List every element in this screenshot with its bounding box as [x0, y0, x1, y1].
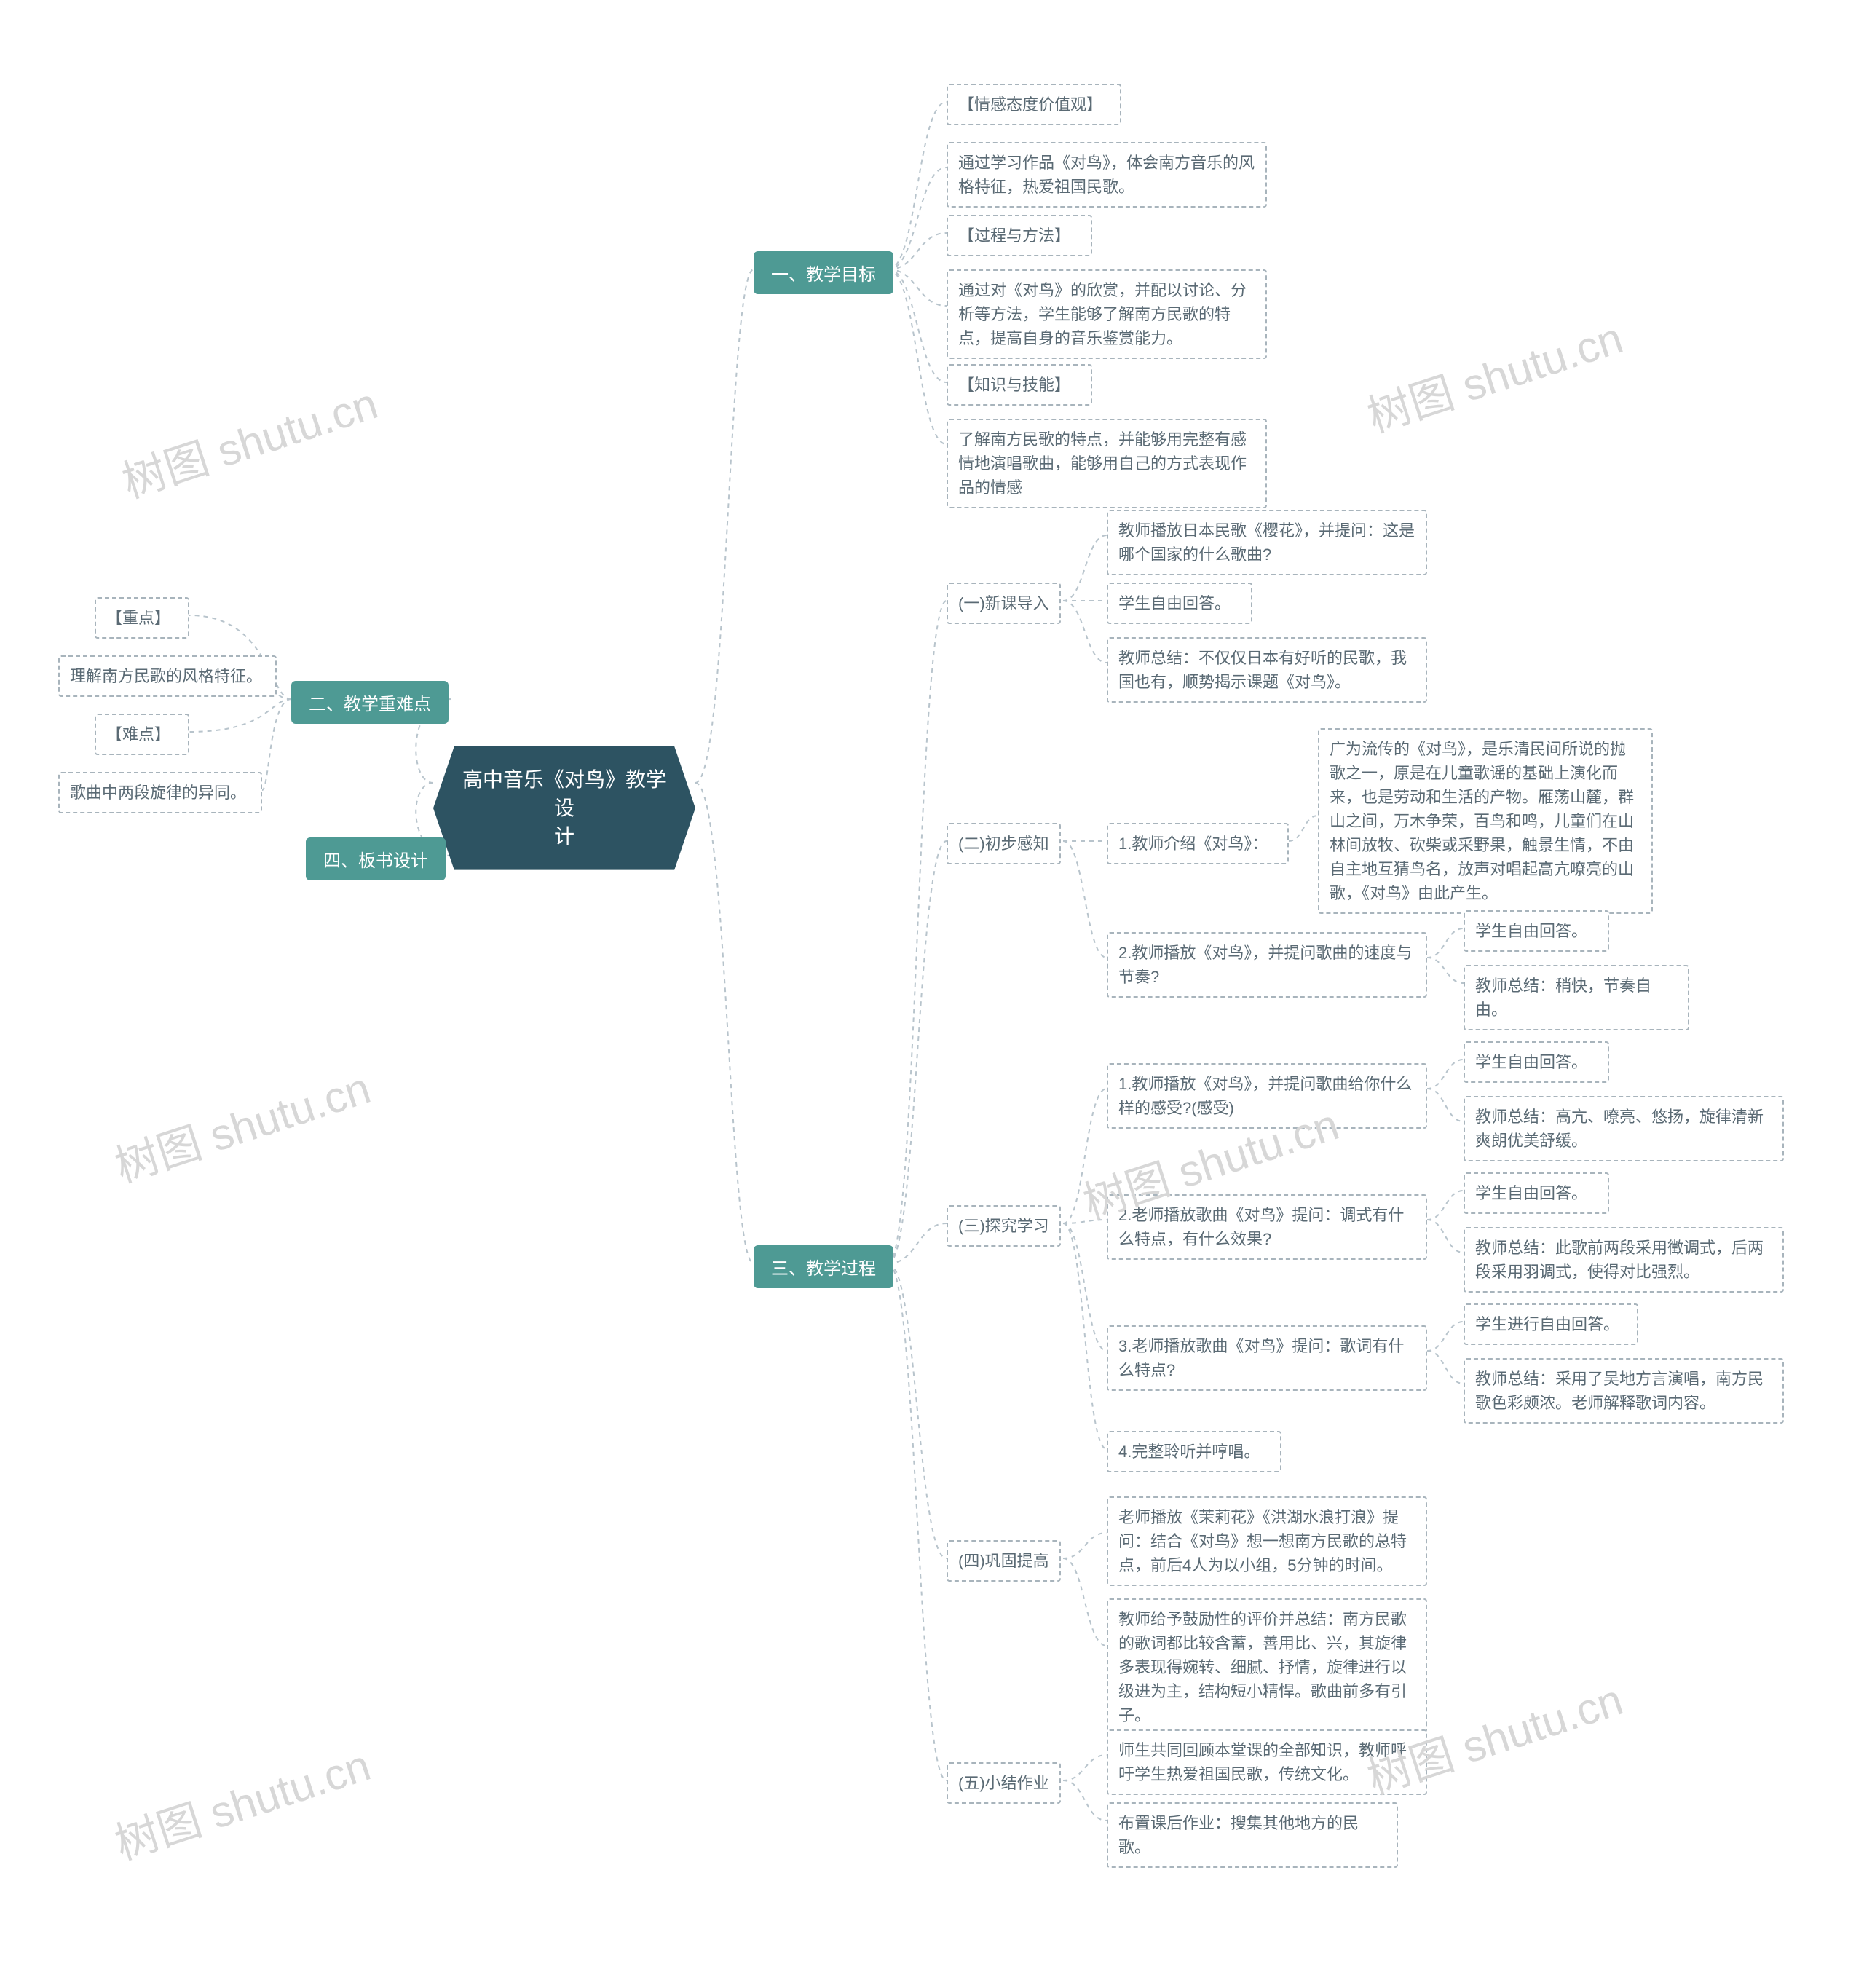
s3-q3[interactable]: 3.老师播放歌曲《对鸟》提问：歌词有什么特点?	[1107, 1325, 1427, 1391]
s3-q1-n2[interactable]: 教师总结：高亢、嘹亮、悠扬，旋律清新爽朗优美舒缓。	[1464, 1096, 1784, 1161]
s3-q1-n2-text: 教师总结：高亢、嘹亮、悠扬，旋律清新爽朗优美舒缓。	[1475, 1108, 1764, 1150]
s2-g2-n2[interactable]: 教师总结：稍快，节奏自由。	[1464, 965, 1689, 1030]
s3-q3-n1[interactable]: 学生进行自由回答。	[1464, 1303, 1638, 1345]
s1-n3-text: 教师总结：不仅仅日本有好听的民歌，我国也有，顺势揭示课题《对鸟》。	[1118, 649, 1407, 691]
s1-n2-text: 学生自由回答。	[1118, 594, 1231, 612]
s3-q1-n1[interactable]: 学生自由回答。	[1464, 1041, 1609, 1083]
branch-1[interactable]: 一、教学目标	[754, 251, 893, 294]
s3-q2-n2[interactable]: 教师总结：此歌前两段采用徵调式，后两段采用羽调式，使得对比强烈。	[1464, 1227, 1784, 1293]
s3-q2-n1[interactable]: 学生自由回答。	[1464, 1172, 1609, 1214]
watermark-text: 树图 shutu.cn	[113, 368, 384, 510]
branch-1-label: 一、教学目标	[771, 265, 876, 285]
s4-n1[interactable]: 老师播放《茉莉花》《洪湖水浪打浪》提问：结合《对鸟》想一想南方民歌的总特点，前后…	[1107, 1496, 1427, 1586]
s2-label: (二)初步感知	[958, 835, 1049, 853]
s5-label: (五)小结作业	[958, 1774, 1049, 1792]
sub-s4[interactable]: (四)巩固提高	[947, 1540, 1061, 1582]
s5-n2-text: 布置课后作业：搜集其他地方的民歌。	[1118, 1814, 1359, 1856]
branch-3-label: 三、教学过程	[771, 1259, 876, 1279]
s5-n1-text: 师生共同回顾本堂课的全部知识，教师呼吁学生热爱祖国民歌，传统文化。	[1118, 1741, 1407, 1783]
s2-g2[interactable]: 2.教师播放《对鸟》，并提问歌曲的速度与节奏?	[1107, 932, 1427, 998]
s1-n1-text: 教师播放日本民歌《樱花》，并提问：这是哪个国家的什么歌曲?	[1118, 521, 1415, 564]
b2-node-3[interactable]: 【难点】	[95, 714, 189, 755]
b1-n4-text: 通过对《对鸟》的欣赏，并配以讨论、分析等方法，学生能够了解南方民歌的特点，提高自…	[958, 281, 1247, 347]
branch-2[interactable]: 二、教学重难点	[291, 681, 449, 724]
watermark-text: 树图 shutu.cn	[1358, 303, 1630, 445]
s2-g1-n1-text: 广为流传的《对鸟》，是乐清民间所说的抛歌之一，原是在儿童歌谣的基础上演化而来，也…	[1330, 740, 1634, 902]
s2-g1-text: 1.教师介绍《对鸟》：	[1118, 835, 1268, 853]
s3-q3-n1-text: 学生进行自由回答。	[1475, 1315, 1619, 1333]
root-node[interactable]: 高中音乐《对鸟》教学设 计	[433, 746, 695, 870]
s3-label: (三)探究学习	[958, 1217, 1049, 1235]
s5-n2[interactable]: 布置课后作业：搜集其他地方的民歌。	[1107, 1802, 1398, 1868]
b1-n3-text: 【过程与方法】	[958, 226, 1070, 245]
s3-q2[interactable]: 2.老师播放歌曲《对鸟》提问：调式有什么特点，有什么效果?	[1107, 1194, 1427, 1260]
branch-4[interactable]: 四、板书设计	[306, 837, 446, 880]
b2-n4-text: 歌曲中两段旋律的异同。	[70, 784, 246, 802]
s5-n1[interactable]: 师生共同回顾本堂课的全部知识，教师呼吁学生热爱祖国民歌，传统文化。	[1107, 1729, 1427, 1795]
mindmap-canvas: 高中音乐《对鸟》教学设 计 一、教学目标 【情感态度价值观】 通过学习作品《对鸟…	[0, 0, 1864, 1988]
b2-node-1[interactable]: 【重点】	[95, 597, 189, 639]
s3-q3-text: 3.老师播放歌曲《对鸟》提问：歌词有什么特点?	[1118, 1337, 1404, 1379]
b2-node-4[interactable]: 歌曲中两段旋律的异同。	[58, 772, 262, 813]
s3-q3-n2-text: 教师总结：采用了吴地方言演唱，南方民歌色彩颇浓。老师解释歌词内容。	[1475, 1370, 1764, 1412]
b2-node-2[interactable]: 理解南方民歌的风格特征。	[58, 655, 277, 697]
s1-node-1[interactable]: 教师播放日本民歌《樱花》，并提问：这是哪个国家的什么歌曲?	[1107, 510, 1427, 575]
s1-node-3[interactable]: 教师总结：不仅仅日本有好听的民歌，我国也有，顺势揭示课题《对鸟》。	[1107, 637, 1427, 703]
s3-q2-text: 2.老师播放歌曲《对鸟》提问：调式有什么特点，有什么效果?	[1118, 1206, 1404, 1248]
s2-g1-child[interactable]: 广为流传的《对鸟》，是乐清民间所说的抛歌之一，原是在儿童歌谣的基础上演化而来，也…	[1318, 728, 1653, 914]
s3-q3-n2[interactable]: 教师总结：采用了吴地方言演唱，南方民歌色彩颇浓。老师解释歌词内容。	[1464, 1358, 1784, 1424]
sub-s5[interactable]: (五)小结作业	[947, 1762, 1061, 1804]
s3-q1-n1-text: 学生自由回答。	[1475, 1053, 1587, 1071]
branch-2-label: 二、教学重难点	[309, 695, 431, 714]
s3-q1[interactable]: 1.教师播放《对鸟》，并提问歌曲给你什么样的感受?(感受)	[1107, 1063, 1427, 1129]
watermark-text: 树图 shutu.cn	[106, 1730, 377, 1872]
b1-node-2[interactable]: 通过学习作品《对鸟》，体会南方音乐的风格特征，热爱祖国民歌。	[947, 142, 1267, 208]
s2-g2-n1-text: 学生自由回答。	[1475, 922, 1587, 940]
b1-n5-text: 【知识与技能】	[958, 376, 1070, 394]
s3-q4-text: 4.完整聆听并哼唱。	[1118, 1443, 1260, 1461]
s2-g2-n2-text: 教师总结：稍快，节奏自由。	[1475, 977, 1651, 1019]
s4-n2-text: 教师给予鼓励性的评价并总结：南方民歌的歌词都比较含蓄，善用比、兴，其旋律多表现得…	[1118, 1610, 1407, 1724]
b2-n1-text: 【重点】	[106, 609, 170, 627]
branch-4-label: 四、板书设计	[323, 851, 428, 871]
b1-node-6[interactable]: 了解南方民歌的特点，并能够用完整有感情地演唱歌曲，能够用自己的方式表现作品的情感	[947, 419, 1267, 508]
s1-node-2[interactable]: 学生自由回答。	[1107, 583, 1252, 624]
s2-g2-n1[interactable]: 学生自由回答。	[1464, 910, 1609, 952]
s3-q2-n2-text: 教师总结：此歌前两段采用徵调式，后两段采用羽调式，使得对比强烈。	[1475, 1239, 1764, 1281]
b1-node-3[interactable]: 【过程与方法】	[947, 215, 1092, 256]
b1-n1-text: 【情感态度价值观】	[958, 95, 1102, 114]
s2-g2-text: 2.教师播放《对鸟》，并提问歌曲的速度与节奏?	[1118, 944, 1412, 986]
b2-n3-text: 【难点】	[106, 725, 170, 743]
root-label-1: 高中音乐《对鸟》教学设	[462, 768, 666, 819]
branch-3[interactable]: 三、教学过程	[754, 1245, 893, 1288]
s2-g1[interactable]: 1.教师介绍《对鸟》：	[1107, 823, 1289, 864]
s4-n2[interactable]: 教师给予鼓励性的评价并总结：南方民歌的歌词都比较含蓄，善用比、兴，其旋律多表现得…	[1107, 1598, 1427, 1736]
s4-label: (四)巩固提高	[958, 1552, 1049, 1570]
b1-n6-text: 了解南方民歌的特点，并能够用完整有感情地演唱歌曲，能够用自己的方式表现作品的情感	[958, 430, 1247, 497]
s4-n1-text: 老师播放《茉莉花》《洪湖水浪打浪》提问：结合《对鸟》想一想南方民歌的总特点，前后…	[1118, 1508, 1407, 1574]
s3-q1-text: 1.教师播放《对鸟》，并提问歌曲给你什么样的感受?(感受)	[1118, 1075, 1412, 1117]
sub-s1[interactable]: (一)新课导入	[947, 583, 1061, 624]
s1-label: (一)新课导入	[958, 594, 1049, 612]
sub-s2[interactable]: (二)初步感知	[947, 823, 1061, 864]
sub-s3[interactable]: (三)探究学习	[947, 1205, 1061, 1247]
b2-n2-text: 理解南方民歌的风格特征。	[70, 667, 262, 685]
s3-q4[interactable]: 4.完整聆听并哼唱。	[1107, 1431, 1282, 1472]
b1-node-4[interactable]: 通过对《对鸟》的欣赏，并配以讨论、分析等方法，学生能够了解南方民歌的特点，提高自…	[947, 269, 1267, 359]
b1-node-5[interactable]: 【知识与技能】	[947, 364, 1092, 406]
b1-node-1[interactable]: 【情感态度价值观】	[947, 84, 1121, 125]
b1-n2-text: 通过学习作品《对鸟》，体会南方音乐的风格特征，热爱祖国民歌。	[958, 154, 1255, 196]
s3-q2-n1-text: 学生自由回答。	[1475, 1184, 1587, 1202]
watermark-text: 树图 shutu.cn	[106, 1053, 377, 1195]
root-label-2: 计	[554, 825, 574, 848]
